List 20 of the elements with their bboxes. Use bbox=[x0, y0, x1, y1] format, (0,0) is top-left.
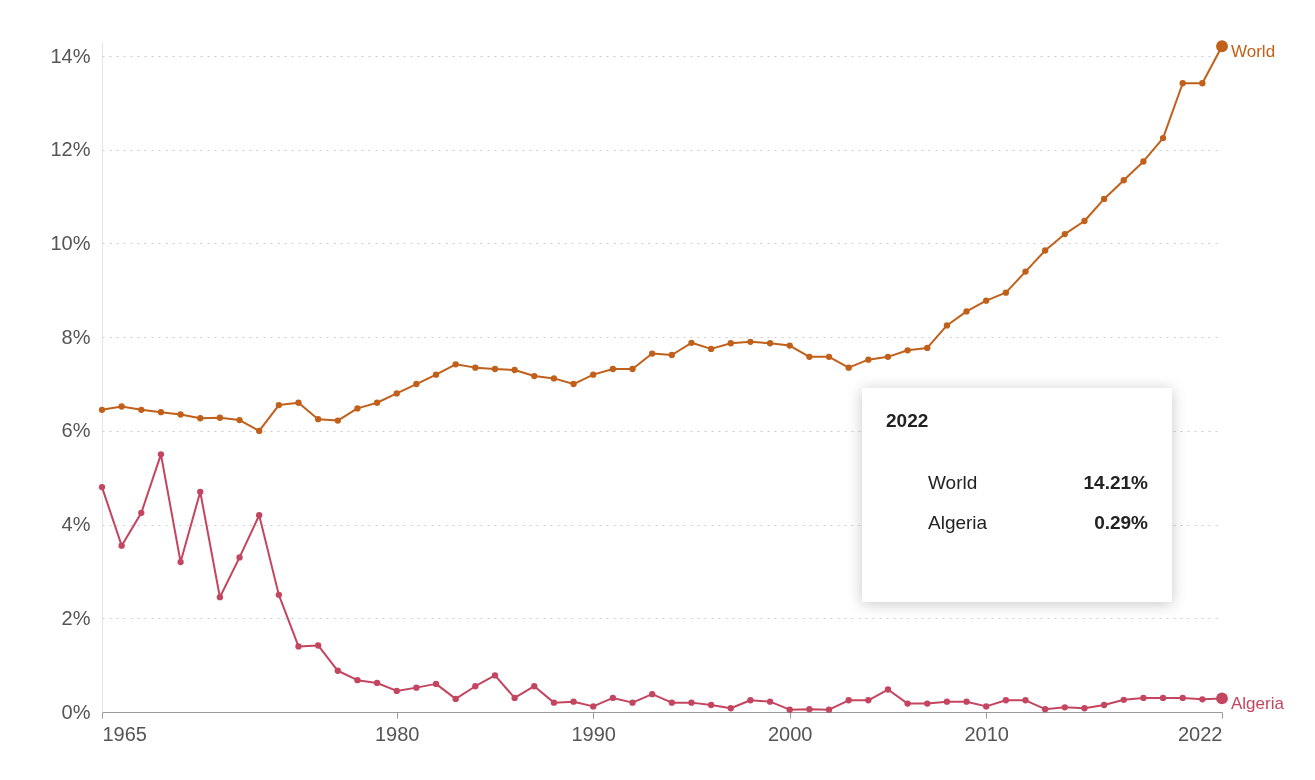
y-tick-label: 10% bbox=[50, 231, 91, 254]
annotation: 0.29% bbox=[1094, 512, 1148, 534]
y-tick-label: 14% bbox=[50, 44, 91, 67]
x-tick-label: 2010 bbox=[964, 722, 1009, 745]
annotation: 2022 bbox=[886, 410, 930, 432]
x-tick-label: 1980 bbox=[374, 722, 420, 745]
y-tick-label: 12% bbox=[50, 138, 91, 161]
x-tick-label: 2000 bbox=[767, 722, 813, 745]
y-tick-label: 0% bbox=[61, 700, 91, 723]
x-tick-label: 1965 bbox=[102, 722, 147, 745]
x-tick-label: 1990 bbox=[571, 722, 616, 745]
x-tick-label: 2022 bbox=[1178, 722, 1223, 745]
y-tick-label: 6% bbox=[61, 419, 91, 442]
series-label: Algeria bbox=[1231, 694, 1285, 714]
y-tick-label: 2% bbox=[61, 606, 91, 629]
y-tick-label: 8% bbox=[61, 325, 91, 348]
annotation: 14.21% bbox=[1083, 472, 1148, 494]
series-label: World bbox=[1231, 42, 1276, 62]
y-tick-label: 4% bbox=[61, 513, 91, 536]
tooltip-panel: 2022 World 14.21% Algeria 0.29% bbox=[862, 388, 1172, 602]
